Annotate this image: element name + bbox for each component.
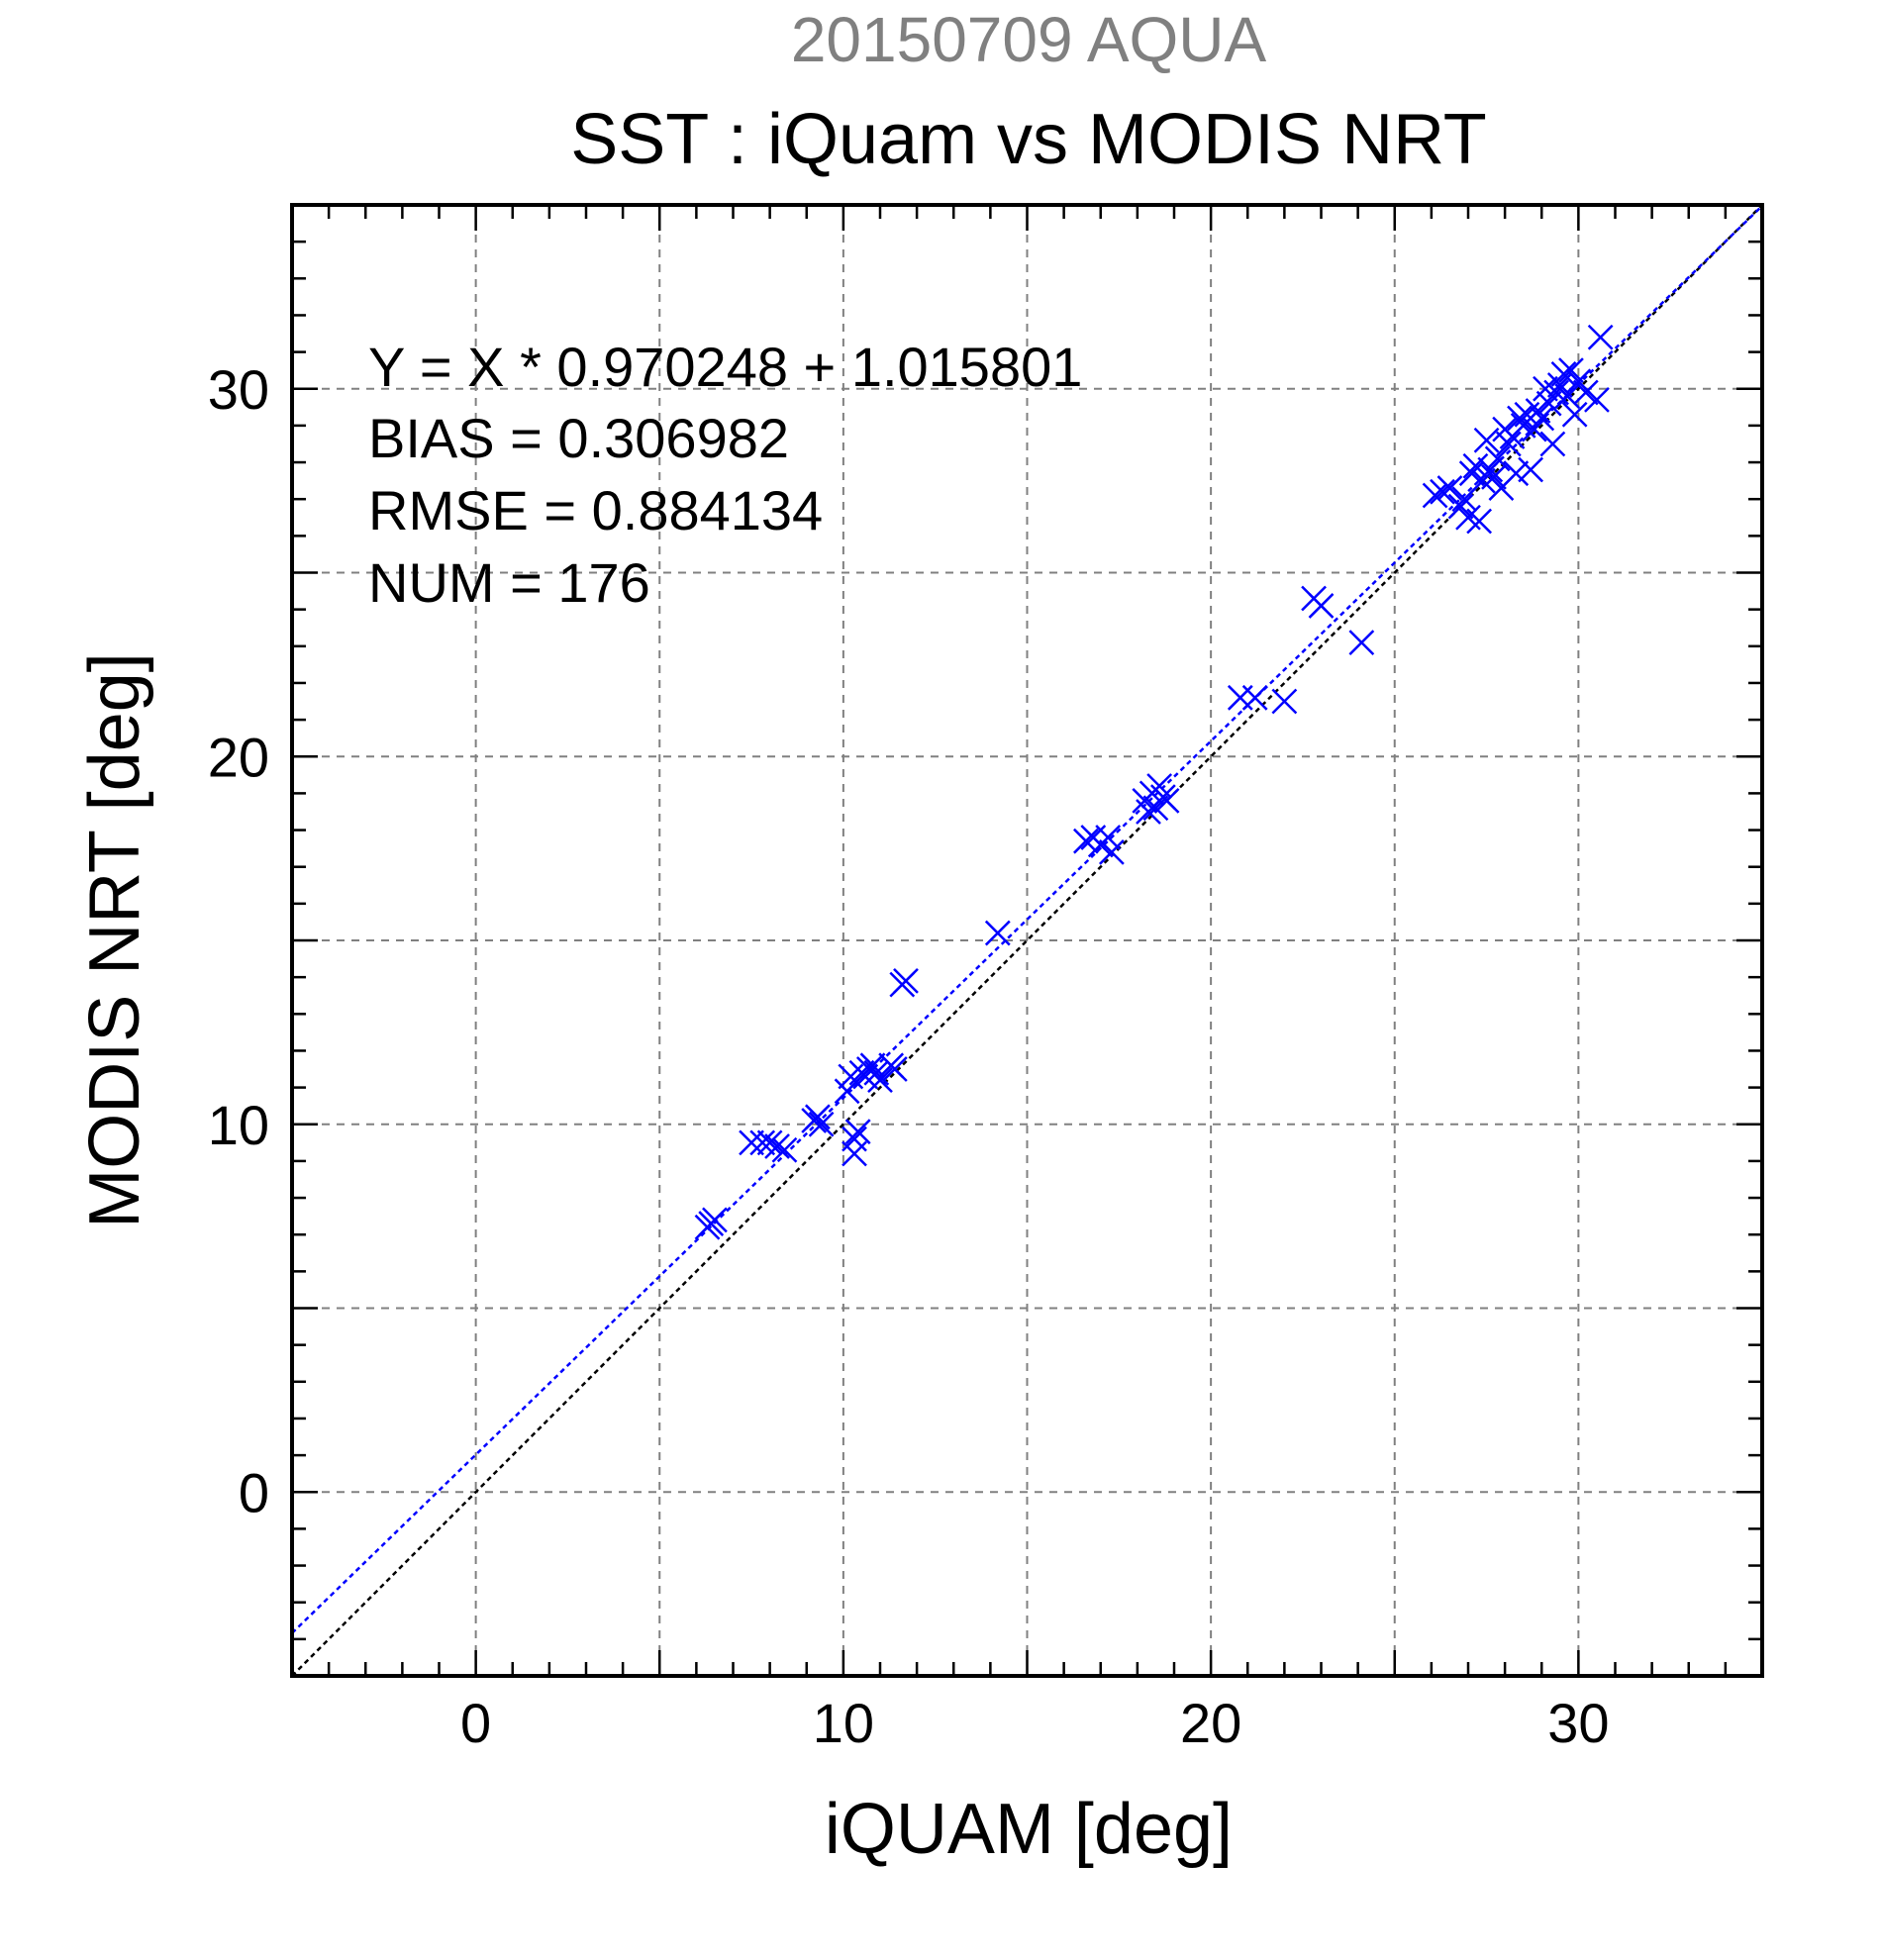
y-axis-label: MODIS NRT [deg]	[75, 652, 154, 1228]
data-point	[1430, 478, 1455, 505]
x-axis-label: iQUAM [deg]	[825, 1790, 1233, 1869]
stats-rmse: RMSE = 0.884134	[368, 479, 823, 541]
data-point	[1473, 427, 1500, 453]
grid-lines	[292, 205, 1762, 1676]
data-point	[808, 1111, 835, 1137]
data-point	[1095, 825, 1122, 850]
data-point	[1529, 405, 1555, 432]
data-point	[859, 1052, 886, 1079]
data-point	[1422, 482, 1448, 509]
data-point	[842, 1140, 867, 1167]
data-point	[749, 1129, 776, 1156]
x-tick-labels: 0 10 20 30	[460, 1692, 1609, 1754]
y-tick-label: 0	[239, 1461, 269, 1523]
data-point	[1436, 475, 1463, 501]
regression-line	[291, 205, 1763, 1634]
data-point	[698, 1211, 725, 1236]
y-tick-labels: 0 10 20 30	[208, 358, 269, 1524]
chart-supertitle: 20150709 AQUA	[791, 4, 1267, 75]
data-point	[1495, 431, 1522, 457]
data-point	[1535, 390, 1562, 417]
x-tick-label: 20	[1180, 1692, 1241, 1754]
data-points	[694, 324, 1614, 1240]
data-point	[1099, 838, 1125, 865]
stats-num: NUM = 176	[368, 551, 650, 614]
data-point	[834, 1078, 860, 1105]
data-point	[739, 1129, 764, 1156]
data-point	[1153, 787, 1180, 814]
data-point	[805, 1104, 831, 1130]
stats-regression: Y = X * 0.970248 + 1.015801	[368, 336, 1082, 398]
x-tick-label: 0	[460, 1692, 491, 1754]
data-point	[1572, 379, 1599, 406]
data-point	[764, 1133, 790, 1159]
data-point	[1073, 828, 1099, 854]
x-tick-label: 30	[1547, 1692, 1609, 1754]
data-point	[1539, 431, 1566, 457]
data-point	[1587, 324, 1614, 350]
data-point	[881, 1056, 908, 1082]
data-point	[1507, 405, 1533, 432]
identity-line	[291, 204, 1763, 1677]
data-point	[1558, 357, 1584, 384]
data-point	[1462, 452, 1489, 479]
stats-annotation: Y = X * 0.970248 + 1.015801 BIAS = 0.306…	[368, 336, 1082, 614]
data-point	[1142, 795, 1169, 822]
data-point	[1348, 630, 1375, 655]
data-point	[867, 1067, 893, 1094]
y-tick-label: 20	[208, 726, 269, 788]
data-point	[756, 1129, 783, 1156]
data-point	[771, 1136, 798, 1163]
y-tick-label: 10	[208, 1094, 269, 1156]
y-tick-label: 30	[208, 358, 269, 421]
data-point	[844, 1119, 871, 1145]
data-point	[1550, 361, 1577, 387]
data-point	[893, 967, 919, 994]
data-point	[984, 920, 1011, 946]
data-point	[1518, 456, 1543, 483]
data-point	[1484, 445, 1511, 472]
data-point	[1447, 493, 1474, 520]
data-point	[1466, 508, 1493, 535]
x-tick-label: 10	[813, 1692, 874, 1754]
data-point	[1271, 688, 1298, 715]
data-point	[1477, 456, 1504, 483]
data-point	[1561, 401, 1588, 428]
stats-bias: BIAS = 0.306982	[368, 407, 789, 469]
data-point	[1584, 387, 1610, 413]
data-point	[1241, 684, 1268, 711]
plot-frame	[290, 203, 1764, 1678]
data-point	[1308, 593, 1335, 619]
reference-lines	[291, 204, 1763, 1677]
chart-title: SST : iQuam vs MODIS NRT	[570, 100, 1487, 179]
data-point	[1503, 460, 1530, 487]
